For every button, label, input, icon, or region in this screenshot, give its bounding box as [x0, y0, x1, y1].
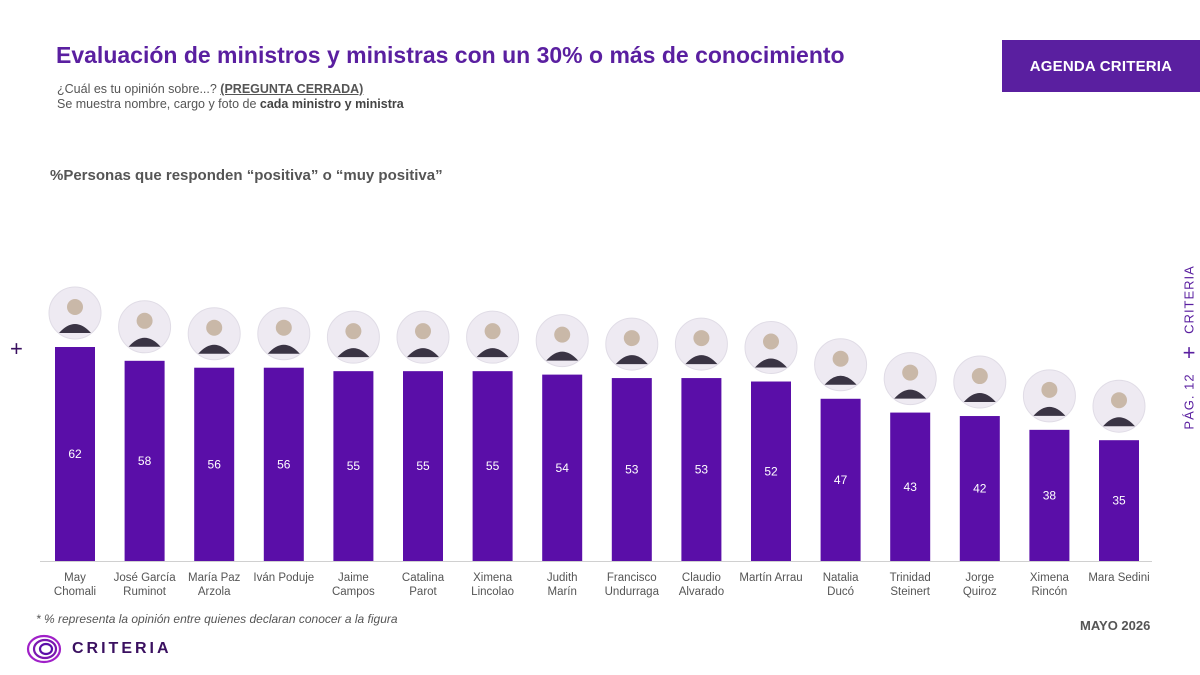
shown-bold: cada ministro y ministra: [259, 97, 404, 111]
bar-value-label: 55: [347, 459, 361, 473]
bar-value-label: 54: [556, 461, 570, 475]
minister-photo: [883, 352, 937, 406]
side-plus-mark: +: [1182, 340, 1196, 365]
criteria-logo: CRITERIA: [26, 634, 172, 664]
minister-photo: [118, 300, 172, 354]
bar: [681, 378, 722, 561]
logo-text: CRITERIA: [72, 640, 172, 657]
minister-photo: [674, 317, 728, 371]
bar-value-label: 55: [416, 459, 430, 473]
question-prefix: ¿Cuál es tu opinión sobre...?: [57, 82, 221, 96]
bar: [751, 381, 791, 561]
category-label: Alvarado: [679, 586, 724, 598]
bar: [194, 367, 235, 561]
bar-value-label: 56: [277, 457, 291, 471]
minister-photo: [466, 310, 520, 364]
bar-value-label: 43: [904, 480, 918, 494]
category-label: Claudio: [682, 572, 721, 584]
footnote: * % representa la opinión entre quienes …: [36, 612, 398, 626]
category-label: Ximena: [1030, 572, 1070, 584]
category-label: Ximena: [473, 572, 513, 584]
category-label: Campos: [332, 586, 375, 598]
question-tag: (PREGUNTA CERRADA): [220, 82, 364, 96]
minister-photo: [1092, 379, 1146, 433]
minister-photo: [953, 355, 1007, 409]
subtitle: ¿Cuál es tu opinión sobre...? (PREGUNTA …: [57, 82, 404, 112]
category-label: Chomali: [54, 586, 96, 598]
bar-value-label: 35: [1112, 494, 1126, 508]
bar-value-label: 53: [625, 463, 639, 477]
bar: [472, 371, 513, 561]
bar-value-label: 47: [834, 473, 848, 487]
bar-value-label: 52: [764, 464, 778, 478]
category-label: Natalia: [823, 572, 859, 584]
bar: [403, 371, 443, 561]
bar-value-label: 42: [973, 482, 987, 496]
category-label: Ducó: [827, 586, 854, 598]
minister-photo: [48, 286, 102, 340]
category-label: Catalina: [402, 572, 445, 584]
category-label: Rincón: [1031, 586, 1067, 598]
minister-photo: [744, 321, 798, 375]
bar: [890, 412, 931, 561]
category-label: Ruminot: [123, 586, 167, 598]
bar: [55, 347, 95, 561]
category-label: Jorge: [965, 572, 994, 584]
shown-prefix: Se muestra nombre, cargo y foto de: [57, 97, 260, 111]
category-label: Mara Sedini: [1088, 572, 1149, 584]
category-label: Lincolao: [471, 586, 514, 598]
bar: [820, 398, 861, 561]
category-label: Steinert: [890, 586, 930, 598]
bar-value-label: 62: [68, 447, 82, 461]
minister-photo: [535, 314, 589, 368]
bar-value-label: 56: [208, 457, 222, 471]
category-label: Parot: [409, 586, 437, 598]
category-label: Trinidad: [890, 572, 931, 584]
minister-photo: [257, 307, 311, 361]
bar: [333, 371, 374, 561]
bar: [1029, 429, 1070, 561]
category-label: Marín: [547, 586, 576, 598]
category-label: Judith: [547, 572, 578, 584]
bar-value-label: 58: [138, 454, 152, 468]
bar: [542, 374, 583, 561]
question-line: ¿Cuál es tu opinión sobre...? (PREGUNTA …: [57, 82, 404, 97]
category-label: Arzola: [198, 586, 231, 598]
minister-photo: [814, 338, 868, 392]
category-label: Undurraga: [605, 586, 660, 598]
category-label: María Paz: [188, 572, 241, 584]
criteria-logo-icon: [26, 634, 62, 664]
chart-title: %Personas que responden “positiva” o “mu…: [50, 167, 443, 184]
bar-value-label: 53: [695, 463, 709, 477]
category-label: May: [64, 572, 86, 584]
side-vertical-brand: CRITERIA + PÁG. 12: [1178, 262, 1200, 432]
left-plus-mark: +: [10, 336, 23, 361]
minister-photo: [326, 310, 380, 364]
agenda-criteria-badge: AGENDA CRITERIA: [1002, 40, 1200, 92]
report-date: MAYO 2026: [1080, 618, 1151, 633]
bar: [124, 360, 165, 561]
minister-photo: [1022, 369, 1076, 423]
shown-line: Se muestra nombre, cargo y foto de cada …: [57, 97, 404, 112]
bar: [959, 416, 1000, 561]
minister-photo: [187, 307, 241, 361]
bar: [263, 367, 304, 561]
minister-photo: [605, 317, 659, 371]
category-label: Quiroz: [963, 586, 997, 598]
bar: [611, 378, 652, 561]
category-label: José García: [114, 572, 177, 584]
page-title: Evaluación de ministros y ministras con …: [56, 42, 845, 68]
bar-value-label: 38: [1043, 488, 1057, 502]
category-label: Francisco: [607, 572, 657, 584]
bar-value-label: 55: [486, 459, 500, 473]
category-label: Martín Arrau: [739, 572, 802, 584]
bar: [1099, 440, 1139, 561]
category-label: Iván Poduje: [253, 572, 314, 584]
minister-photo: [396, 310, 450, 364]
category-label: Jaime: [338, 572, 369, 584]
